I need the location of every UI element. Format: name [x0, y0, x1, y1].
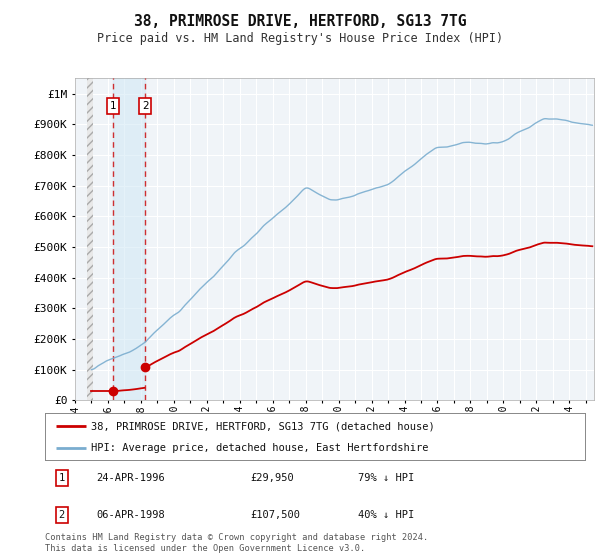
Text: £107,500: £107,500 — [250, 510, 300, 520]
Text: Price paid vs. HM Land Registry's House Price Index (HPI): Price paid vs. HM Land Registry's House … — [97, 32, 503, 45]
Text: 1: 1 — [110, 101, 116, 111]
Text: HPI: Average price, detached house, East Hertfordshire: HPI: Average price, detached house, East… — [91, 444, 428, 454]
Text: 40% ↓ HPI: 40% ↓ HPI — [358, 510, 415, 520]
Text: 2: 2 — [59, 510, 65, 520]
Bar — [88, 78, 93, 400]
Text: 24-APR-1996: 24-APR-1996 — [96, 473, 165, 483]
Text: 1: 1 — [59, 473, 65, 483]
Text: 06-APR-1998: 06-APR-1998 — [96, 510, 165, 520]
Text: 79% ↓ HPI: 79% ↓ HPI — [358, 473, 415, 483]
Text: Contains HM Land Registry data © Crown copyright and database right 2024.
This d: Contains HM Land Registry data © Crown c… — [45, 533, 428, 553]
Text: 38, PRIMROSE DRIVE, HERTFORD, SG13 7TG (detached house): 38, PRIMROSE DRIVE, HERTFORD, SG13 7TG (… — [91, 421, 434, 431]
Text: £29,950: £29,950 — [250, 473, 294, 483]
Bar — [113, 78, 145, 400]
Text: 38, PRIMROSE DRIVE, HERTFORD, SG13 7TG: 38, PRIMROSE DRIVE, HERTFORD, SG13 7TG — [134, 14, 466, 29]
Text: 2: 2 — [142, 101, 149, 111]
